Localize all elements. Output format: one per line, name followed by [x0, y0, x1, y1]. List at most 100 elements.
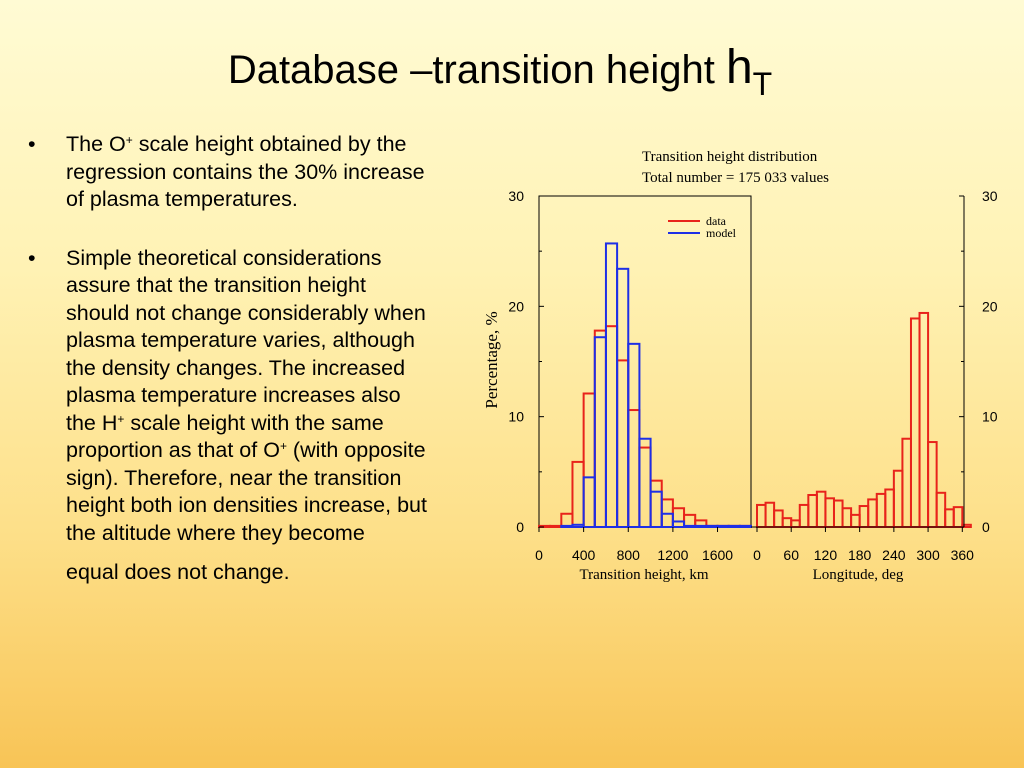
model-bar	[604, 242, 619, 528]
right-histogram-bars	[756, 311, 972, 529]
longitude-bar	[824, 497, 835, 528]
longitude-bar	[841, 507, 853, 529]
longitude-bar	[773, 509, 784, 529]
model-bar	[738, 524, 752, 529]
longitude-bar	[935, 491, 947, 528]
longitude-bar	[764, 501, 776, 528]
longitude-bar	[807, 494, 818, 528]
longitude-bar	[781, 517, 793, 529]
slide-title-text: Database –transition height	[227, 48, 715, 92]
longitude-bar	[790, 519, 801, 529]
longitude-bar	[756, 503, 767, 528]
model-bar	[593, 336, 607, 528]
model-bar	[694, 524, 708, 529]
longitude-bar	[815, 490, 827, 528]
longitude-bar	[858, 505, 870, 528]
data-bar	[616, 359, 630, 528]
model-bar	[671, 520, 686, 529]
x-tick-label-longitude: 240	[882, 547, 906, 563]
data-bar	[638, 446, 652, 528]
x-axis-label-height: Transition height, km	[579, 567, 708, 583]
y-tick-label-right: 0	[982, 519, 990, 535]
bullet-1-text-b: scale height obtained by the regression …	[66, 132, 425, 211]
series-model	[560, 242, 752, 529]
x-tick-label-height: 400	[572, 547, 596, 563]
bullet-2-text-a: Simple theoretical considerations assure…	[66, 245, 426, 435]
bullet-2-last-line: equal does not change.	[66, 560, 290, 584]
model-bar	[560, 524, 574, 529]
x-tick-label-height: 1600	[702, 547, 733, 563]
y-tick-label-left: 20	[508, 298, 524, 314]
model-bar	[683, 524, 697, 529]
y-tick-label-left: 30	[508, 188, 524, 204]
longitude-bar	[892, 469, 904, 529]
bullet-list: The O+ scale height obtained by the regr…	[28, 131, 428, 587]
longitude-bar	[918, 311, 930, 528]
bullet-1-sup: +	[125, 133, 133, 147]
slide-title-subscript: T	[752, 66, 773, 102]
longitude-bar	[798, 503, 810, 528]
data-bar	[582, 392, 596, 528]
bullet-1-text-a: The O	[66, 132, 126, 156]
model-bar	[571, 523, 585, 529]
data-bar	[604, 325, 619, 528]
x-tick-label-longitude: 0	[753, 547, 761, 563]
data-bar	[549, 524, 563, 529]
chart-subtitle: Total number = 175 033 values	[642, 170, 829, 186]
x-tick-label-longitude: 360	[951, 547, 975, 563]
longitude-bar	[850, 513, 861, 529]
slide-title: Database –transition height hT	[0, 40, 1000, 100]
model-bar	[649, 490, 663, 528]
x-tick-label-longitude: 300	[916, 547, 940, 563]
left-axis-ticks: 0 10 20 30 0 400 800 1200 1600	[508, 188, 733, 563]
model-bar	[705, 524, 719, 529]
left-panel-frame	[538, 195, 752, 528]
data-bar	[627, 409, 641, 528]
bullet-2-sup-b: +	[279, 439, 287, 453]
bullet-2-text-b: scale height with the same proportion as…	[66, 410, 384, 463]
longitude-bar	[952, 506, 964, 529]
model-bar	[627, 342, 641, 529]
x-tick-label-longitude: 60	[783, 547, 799, 563]
y-tick-label-right: 30	[982, 188, 998, 204]
longitude-bar	[944, 508, 955, 529]
x-tick-label-height: 1200	[657, 547, 688, 563]
chart-title: Transition height distribution	[642, 149, 818, 165]
data-bar	[671, 507, 686, 529]
longitude-bar	[927, 441, 938, 528]
model-bar	[616, 267, 630, 528]
x-tick-label-height: 800	[617, 547, 641, 563]
x-axis-label-longitude: Longitude, deg	[813, 567, 904, 583]
slide-title-symbol: h	[725, 41, 753, 94]
legend-label-data: data	[706, 214, 727, 228]
model-bar	[638, 437, 652, 529]
data-bar	[649, 479, 663, 529]
y-tick-label-left: 10	[508, 409, 524, 425]
x-tick-label-height: 0	[535, 547, 543, 563]
bullet-item-2: Simple theoretical considerations assure…	[28, 245, 428, 587]
y-tick-label-right: 10	[982, 409, 998, 425]
longitude-bar	[832, 499, 844, 528]
series-data	[538, 325, 752, 529]
bullet-item-1: The O+ scale height obtained by the regr…	[28, 131, 428, 214]
longitude-bar	[867, 498, 878, 528]
longitude-bar	[961, 523, 972, 529]
bullet-2-text-c: (with opposite sign). Therefore, near th…	[66, 438, 427, 545]
longitude-bar	[884, 488, 895, 528]
data-bar	[593, 329, 607, 528]
y-tick-label-left: 0	[516, 519, 524, 535]
model-bar	[660, 512, 674, 529]
legend-label-model: model	[706, 226, 737, 240]
x-tick-label-longitude: 180	[848, 547, 872, 563]
bullet-2-sup-a: +	[117, 411, 125, 426]
y-axis-label: Percentage, %	[482, 311, 501, 408]
model-bar	[582, 476, 596, 529]
longitude-bar	[909, 317, 921, 528]
y-tick-label-right: 20	[982, 298, 998, 314]
longitude-bar	[875, 492, 887, 528]
data-bar	[571, 460, 585, 528]
model-bar	[727, 524, 741, 529]
model-bar	[716, 524, 730, 529]
